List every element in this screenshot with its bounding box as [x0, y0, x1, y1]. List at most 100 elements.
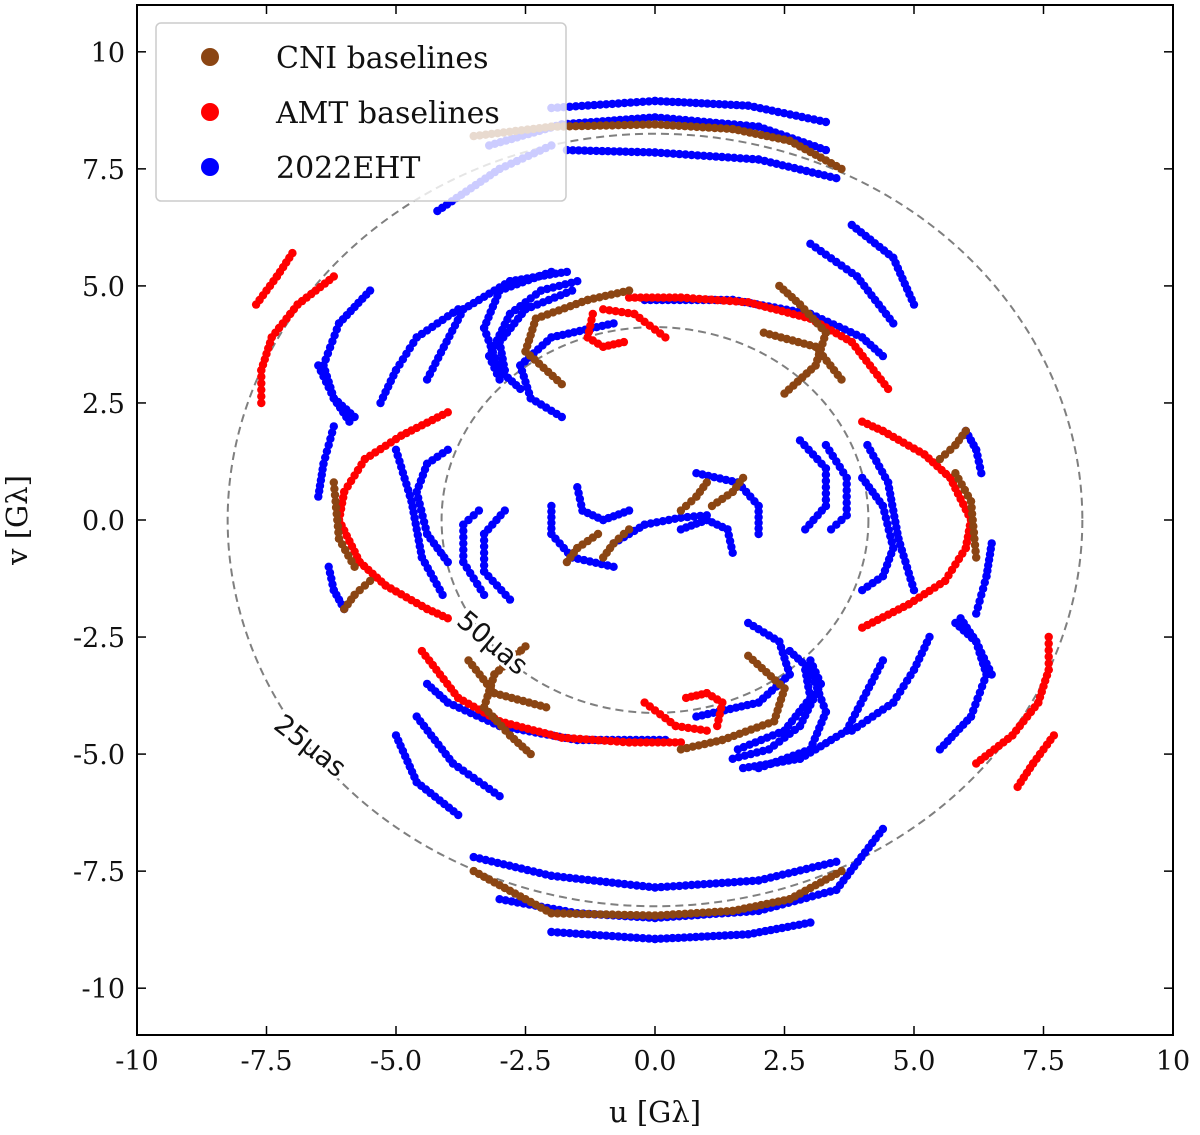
data-point — [705, 152, 714, 161]
data-point — [608, 121, 617, 130]
data-point — [842, 498, 851, 507]
data-point — [257, 392, 266, 401]
data-point — [680, 122, 690, 131]
data-point — [632, 933, 641, 942]
data-point — [972, 553, 981, 562]
data-point — [858, 586, 867, 595]
data-point — [391, 731, 401, 740]
data-point — [526, 749, 535, 759]
data-point — [350, 412, 359, 422]
data-point — [1044, 639, 1053, 648]
data-point — [725, 296, 735, 306]
data-point — [474, 506, 484, 515]
data-point — [821, 489, 831, 498]
data-point — [583, 909, 593, 919]
data-point — [608, 878, 617, 887]
data-point — [970, 540, 980, 550]
y-tick-label: -7.5 — [73, 857, 125, 888]
data-point — [681, 115, 690, 125]
data-point — [720, 931, 730, 940]
x-tick-label: -7.5 — [240, 1046, 292, 1077]
y-tick-label: -5.0 — [73, 740, 125, 771]
data-point — [568, 146, 577, 155]
data-point — [614, 932, 623, 941]
legend-label: 2022EHT — [276, 151, 420, 186]
data-point — [710, 907, 719, 917]
data-point — [459, 551, 468, 561]
data-point — [633, 147, 642, 157]
data-point — [602, 877, 611, 887]
data-point — [806, 918, 815, 927]
data-point — [842, 486, 851, 495]
data-point — [668, 121, 678, 130]
data-point — [723, 153, 733, 162]
data-point — [571, 874, 580, 883]
data-point — [679, 98, 689, 107]
reference-circle — [226, 132, 1084, 908]
data-point — [698, 908, 707, 917]
data-point — [656, 120, 666, 129]
data-point — [322, 447, 332, 456]
data-point — [589, 910, 599, 919]
axis-ticks: -10 -7.5 -5.0 -2.5 0.0 2.5 5.0 7.5 10 10 7.5 5.0 2.5… — [73, 5, 1190, 1077]
data-point — [1044, 646, 1053, 655]
data-point — [608, 931, 617, 941]
data-point — [688, 294, 698, 303]
data-point — [438, 590, 447, 600]
data-point — [683, 512, 692, 522]
data-point — [500, 366, 509, 375]
x-tick-label: 10 — [1156, 1046, 1190, 1077]
data-point — [650, 911, 660, 920]
data-point — [257, 379, 266, 388]
data-point — [563, 733, 573, 743]
data-point — [693, 880, 702, 889]
data-point — [720, 100, 730, 109]
x-axis-label: u [Gλ] — [609, 1095, 701, 1129]
data-point — [626, 98, 635, 107]
data-point — [680, 909, 690, 918]
data-point — [636, 293, 645, 302]
data-point — [722, 907, 731, 916]
data-point — [668, 910, 678, 919]
data-point — [638, 881, 647, 891]
data-point — [609, 319, 618, 328]
data-point — [821, 470, 831, 479]
data-point — [1044, 652, 1053, 661]
data-point — [603, 147, 613, 156]
data-point — [687, 880, 696, 890]
data-point — [624, 525, 634, 534]
data-point — [661, 333, 670, 342]
data-point — [742, 877, 751, 886]
data-point — [975, 597, 984, 606]
data-point — [459, 539, 468, 548]
legend-marker — [201, 158, 219, 176]
data-point — [909, 300, 919, 309]
legend: CNI baselines AMT baselines 2022EHT — [155, 22, 567, 202]
data-point — [742, 154, 751, 163]
data-point — [627, 147, 636, 157]
data-point — [681, 881, 690, 890]
data-point — [376, 398, 385, 408]
data-point — [577, 875, 587, 884]
data-point — [676, 525, 686, 534]
data-point — [620, 879, 629, 889]
data-point — [711, 152, 721, 161]
legend-label: CNI baselines — [276, 41, 489, 76]
data-point — [330, 490, 340, 500]
data-point — [639, 148, 648, 157]
data-point — [675, 149, 684, 159]
data-point — [589, 876, 599, 885]
data-point — [638, 97, 647, 107]
data-point — [350, 562, 359, 571]
data-point — [251, 300, 261, 309]
data-point — [674, 910, 684, 919]
data-point — [674, 121, 684, 130]
data-point — [713, 296, 722, 305]
data-point — [582, 735, 591, 744]
x-tick-label: 2.5 — [763, 1046, 806, 1077]
data-point — [644, 148, 654, 157]
data-point — [644, 882, 654, 891]
data-point — [577, 929, 587, 939]
y-tick-label: 10 — [91, 38, 125, 69]
data-point — [588, 735, 597, 744]
